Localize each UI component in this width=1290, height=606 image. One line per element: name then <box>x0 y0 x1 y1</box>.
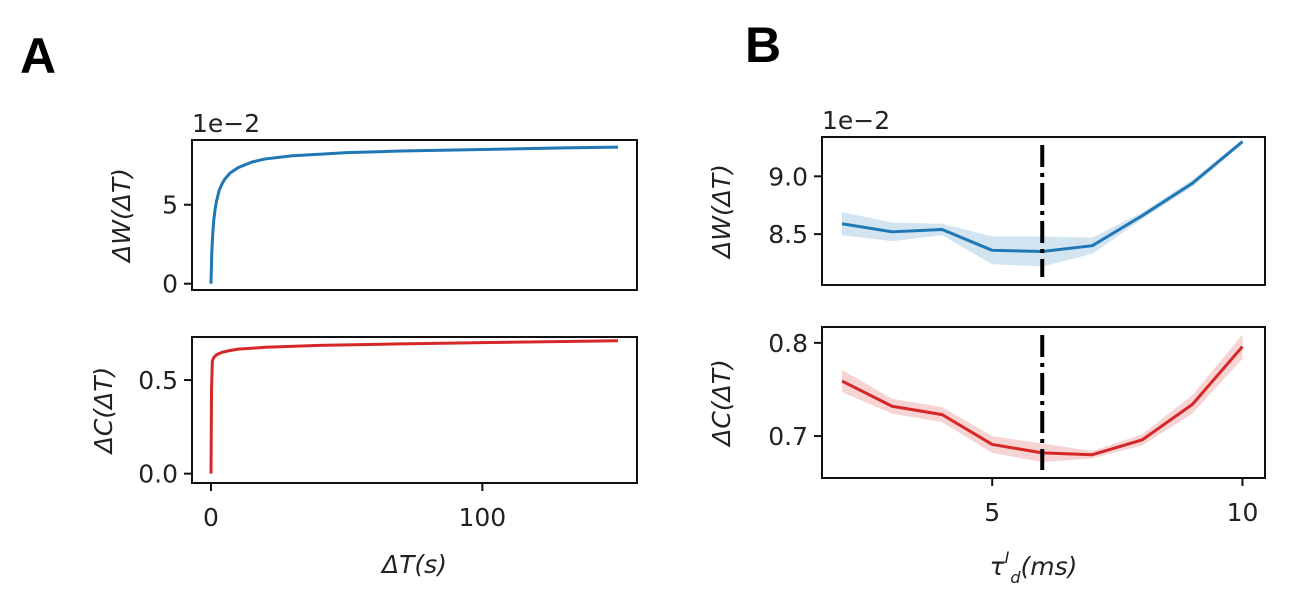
axes-frame <box>821 136 1266 286</box>
y-axis-label: ΔW(ΔT) <box>707 164 736 260</box>
x-tick-label: 10 <box>1227 498 1259 527</box>
y-offset-label: 1e−2 <box>822 106 890 135</box>
chart-b-bottom: 0.7 0.8 5 10 ΔC(ΔT) τId(ms) <box>707 326 1266 587</box>
x-tick-label: 100 <box>458 503 506 532</box>
panel-label-a: A <box>20 28 56 84</box>
y-axis-label: ΔC(ΔT) <box>707 359 736 447</box>
x-label-sub: d <box>1010 568 1021 587</box>
series-line <box>209 145 619 284</box>
y-tick-label: 0.0 <box>138 460 178 489</box>
axes-frame <box>191 336 638 484</box>
y-tick-label: 5 <box>162 191 178 220</box>
y-axis-label: ΔC(ΔT) <box>89 367 118 455</box>
x-tick-label: 0 <box>203 503 219 532</box>
confidence-band <box>842 139 1243 267</box>
y-offset-label: 1e−2 <box>192 109 260 138</box>
x-label-unit: (ms) <box>1021 552 1078 581</box>
y-tick-label: 0.7 <box>768 422 808 451</box>
y-tick-label: 0.8 <box>768 329 808 358</box>
y-tick-label: 9.0 <box>768 162 808 191</box>
y-tick-label: 0.5 <box>138 366 178 395</box>
series-line <box>209 339 619 474</box>
chart-b-top: 8.5 9.0 1e−2 ΔW(ΔT) <box>707 106 1266 286</box>
x-tick-label: 5 <box>984 498 1000 527</box>
chart-a-top: 0 5 1e−2 ΔW(ΔT) <box>107 109 638 299</box>
y-axis-label: ΔW(ΔT) <box>107 168 136 264</box>
y-tick-label: 8.5 <box>768 220 808 249</box>
axes-frame <box>191 139 638 291</box>
axes-frame <box>821 326 1266 479</box>
x-axis-label: ΔT(s) <box>380 550 447 579</box>
panel-label-b: B <box>745 17 781 73</box>
y-tick-label: 0 <box>162 270 178 299</box>
x-axis-label: τId(ms) <box>990 548 1078 587</box>
x-label-sup: I <box>1005 548 1010 567</box>
x-label-tau: τ <box>990 552 1006 581</box>
chart-a-bottom: 0.0 0.5 0 100 ΔC(ΔT) ΔT(s) <box>89 336 638 579</box>
